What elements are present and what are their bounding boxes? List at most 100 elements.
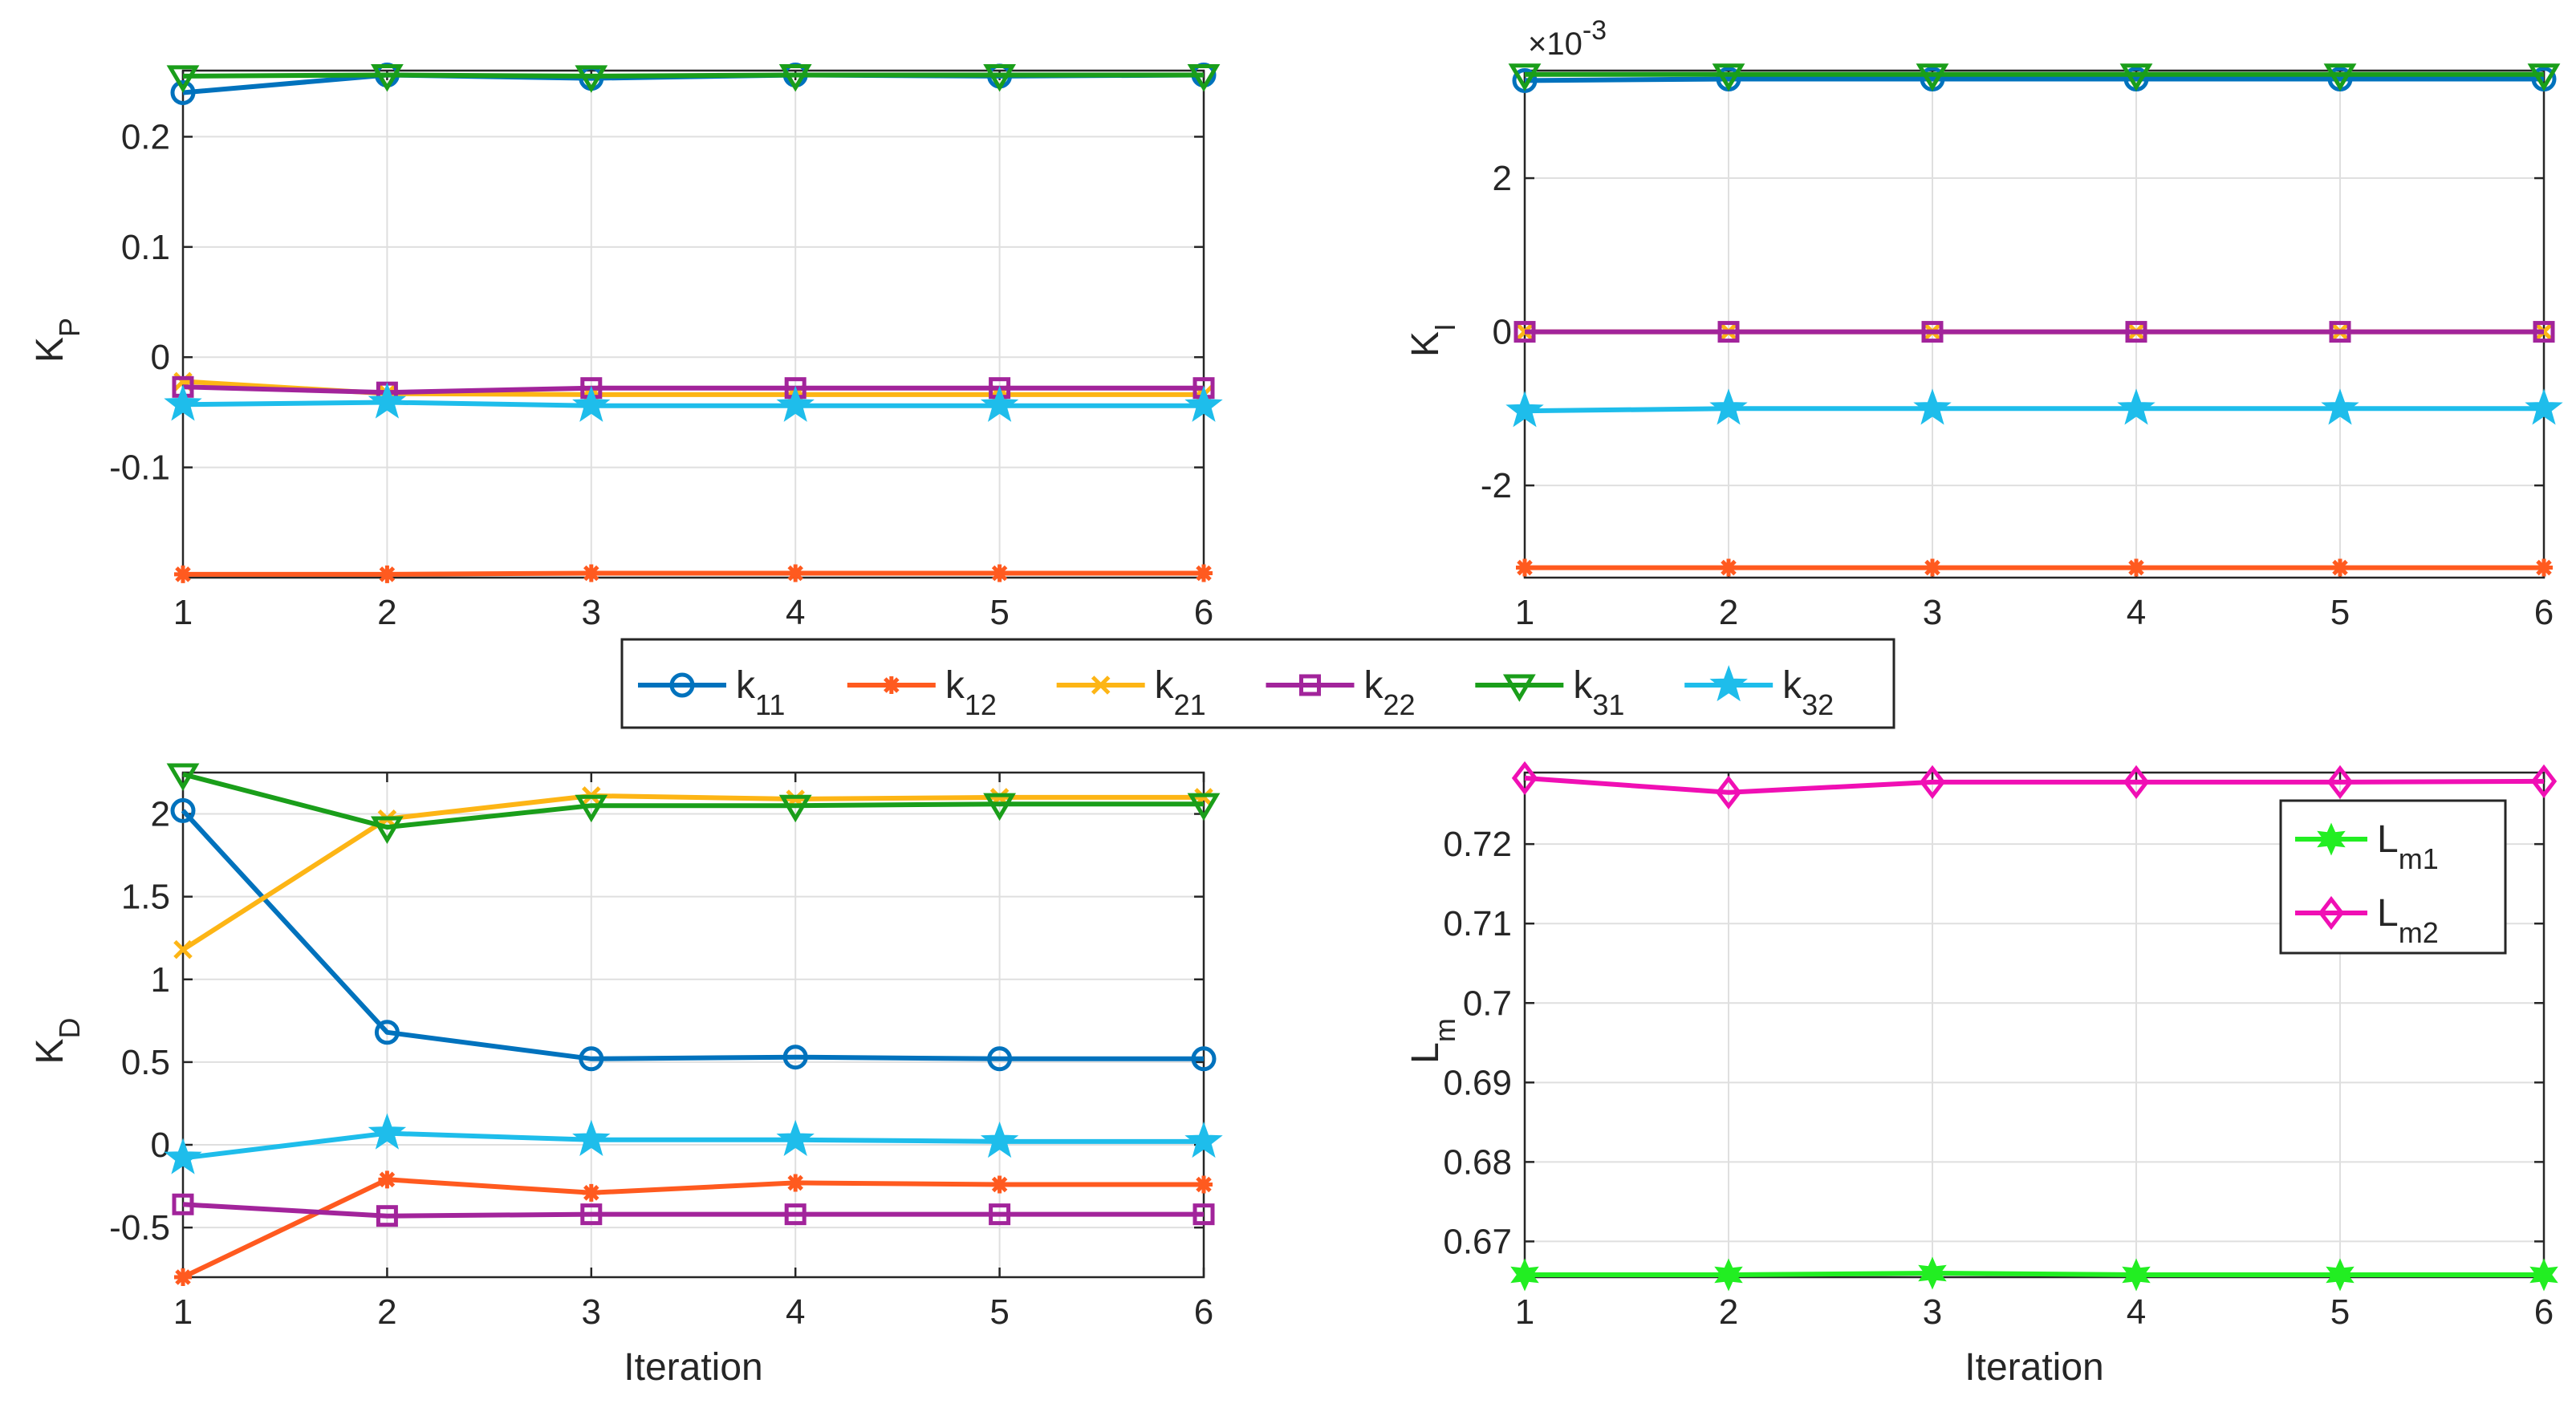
y-tick-label: 0 — [1493, 313, 1512, 352]
data-point-k22 — [1921, 321, 1944, 343]
y-tick-label: 1 — [151, 960, 170, 1000]
data-point-k11 — [782, 1045, 808, 1070]
data-point-k31 — [1712, 63, 1745, 91]
data-point-k31 — [2527, 63, 2561, 91]
x-tick-label: 6 — [1194, 1292, 1213, 1332]
axes-box — [181, 69, 1205, 579]
legend-marker-k11 — [669, 672, 695, 698]
x-tick-label: 6 — [2534, 593, 2554, 632]
y-axis-label: KD — [29, 1017, 86, 1064]
x-tick-label: 6 — [1194, 593, 1213, 632]
series-k12 — [1516, 558, 2553, 577]
data-point-k11 — [374, 1020, 400, 1045]
x-tick-label: 4 — [2127, 593, 2146, 632]
y-exponent-label: ×10-3 — [1528, 15, 1607, 62]
x-tick-label: 2 — [377, 593, 396, 632]
legend-label-k31: k31 — [1573, 664, 1624, 721]
data-point-Lm1 — [1714, 1258, 1743, 1292]
data-point-k12 — [582, 564, 600, 582]
x-tick-label: 2 — [1719, 1292, 1738, 1332]
data-point-k12 — [786, 564, 805, 582]
legend-label-k22: k22 — [1364, 664, 1416, 721]
data-point-k32 — [572, 385, 611, 422]
data-point-k22 — [2329, 321, 2351, 343]
data-point-k32 — [368, 1113, 407, 1150]
data-point-k32 — [776, 1119, 815, 1156]
data-point-k32 — [980, 385, 1019, 422]
data-point-k12 — [990, 1175, 1009, 1194]
x-tick-label: 4 — [786, 1292, 805, 1332]
data-point-k32 — [164, 1138, 202, 1174]
x-axis-label: Iteration — [1965, 1346, 2103, 1389]
series-Lm2 — [1511, 761, 2558, 809]
x-tick-label: 3 — [582, 1292, 601, 1332]
data-point-Lm1 — [1918, 1256, 1947, 1290]
y-tick-label: 0 — [151, 1126, 170, 1165]
series-k31 — [166, 763, 1221, 844]
data-point-k31 — [371, 816, 404, 844]
data-point-k22 — [172, 1193, 194, 1215]
data-point-k11 — [579, 1046, 604, 1072]
series-line-k12 — [181, 1177, 1204, 1280]
series-k32 — [164, 382, 1223, 422]
data-point-Lm1 — [2529, 1258, 2558, 1292]
data-point-k12 — [2127, 558, 2145, 577]
x-tick-label: 2 — [1719, 593, 1738, 632]
x-tick-label: 2 — [377, 1292, 396, 1332]
series-line-Lm2 — [1524, 775, 2545, 795]
data-point-k12 — [582, 1183, 600, 1202]
series-k12 — [174, 1170, 1213, 1286]
data-point-Lm1 — [1510, 1258, 1539, 1292]
data-point-k32 — [1184, 385, 1223, 422]
y-tick-label: -0.1 — [109, 448, 170, 488]
series-Lm1 — [1510, 1256, 2558, 1292]
data-point-k12 — [1720, 558, 1737, 577]
data-point-k12 — [990, 564, 1009, 582]
data-point-k32 — [776, 385, 815, 422]
legend-label-k21: k21 — [1155, 664, 1206, 721]
data-point-k12 — [2331, 558, 2349, 577]
data-point-k32 — [2117, 388, 2155, 425]
data-point-Lm1 — [2122, 1258, 2151, 1292]
y-tick-label: 0 — [151, 338, 170, 377]
data-point-k22 — [2125, 321, 2147, 343]
y-tick-label: 0.1 — [121, 228, 170, 267]
data-point-k31 — [166, 763, 200, 791]
data-point-k12 — [1924, 558, 1941, 577]
series-line-k31 — [182, 772, 1204, 830]
data-point-Lm2 — [2326, 765, 2354, 800]
x-tick-label: 3 — [582, 593, 601, 632]
y-tick-label: 0.7 — [1463, 984, 1512, 1023]
x-tick-label: 1 — [173, 1292, 193, 1332]
legend-label-k11: k11 — [736, 664, 785, 721]
series-line-k11 — [1524, 76, 2544, 83]
plot-kp: 1 2 3 4 5 6 -0.1 0 0.1 0.2 KP — [29, 62, 1223, 632]
data-point-k31 — [2119, 63, 2153, 91]
data-point-k22 — [784, 1203, 807, 1226]
data-point-k31 — [1187, 63, 1221, 92]
data-point-k32 — [980, 1121, 1019, 1158]
x-tick-label: 1 — [173, 593, 193, 632]
data-point-k31 — [1508, 63, 1542, 91]
plot-lm: 1 2 3 4 5 6 0.67 0.68 0.69 0.7 0.71 0.72 Lm Iteration… — [1404, 761, 2558, 1389]
data-point-k22 — [1514, 321, 1536, 343]
legend-marker-Lm2 — [2318, 895, 2345, 931]
data-point-k22 — [376, 1205, 398, 1227]
legend-box — [2279, 799, 2507, 955]
series-k11 — [170, 797, 1217, 1072]
data-point-k31 — [1916, 63, 1949, 91]
y-tick-label: 0.69 — [1443, 1063, 1512, 1102]
series-k32 — [164, 1113, 1223, 1174]
axes-box — [1523, 771, 2546, 1279]
data-point-k32 — [1184, 1121, 1223, 1158]
data-point-k12 — [174, 1268, 192, 1286]
y-tick-label: 2 — [151, 795, 170, 834]
data-point-k12 — [1195, 1175, 1213, 1194]
data-point-k31 — [2323, 63, 2357, 91]
y-tick-label: 0.72 — [1443, 825, 1512, 864]
series-line-k22 — [182, 384, 1204, 396]
y-tick-label: -2 — [1481, 466, 1512, 505]
data-point-k22 — [989, 1203, 1011, 1226]
